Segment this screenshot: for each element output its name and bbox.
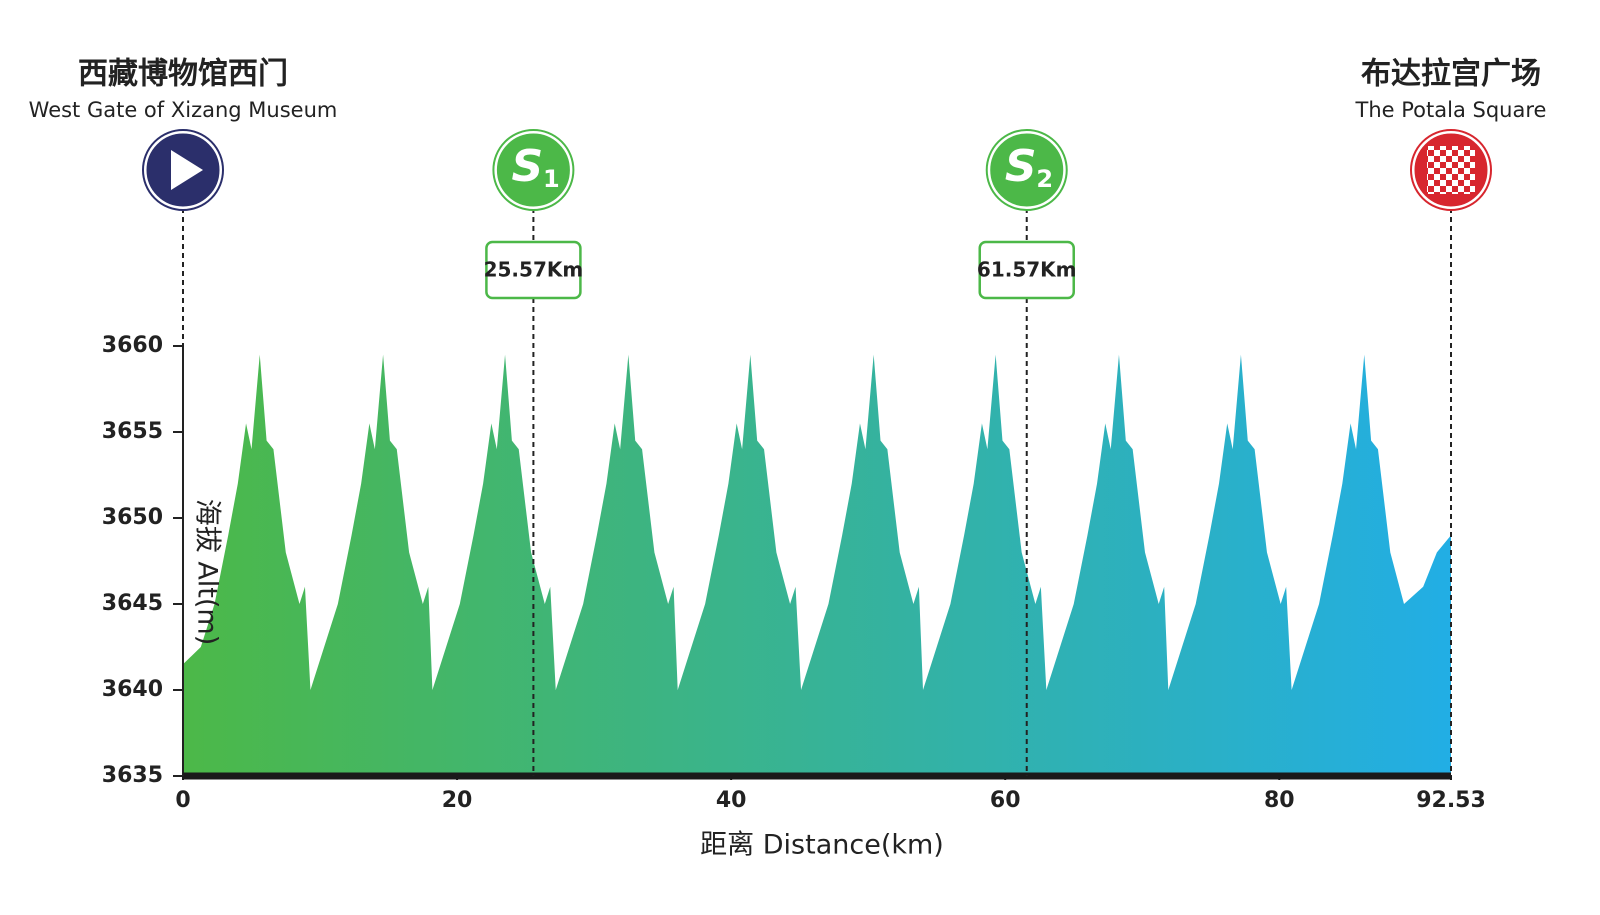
y-tick-label: 3640 (102, 677, 163, 702)
sprint-box (978, 240, 1075, 300)
x-axis-title: 距离 Distance(km) (700, 830, 944, 861)
start-ring (142, 129, 224, 211)
x-tick-label: 92.53 (1416, 788, 1486, 813)
sprint-icon (493, 130, 573, 210)
sprint-letter: S (1005, 141, 1037, 192)
sprint-km: 25.57Km (484, 258, 584, 282)
x-tick-label: 20 (442, 788, 473, 813)
sprint-ring (492, 129, 575, 211)
finish-name-zh: 布达拉宫广场 (1361, 57, 1541, 92)
x-tick-label: 60 (990, 788, 1021, 813)
finish-ring (1410, 129, 1492, 211)
start-name-zh: 西藏博物馆西门 (78, 57, 288, 92)
sprint-ring (985, 129, 1068, 211)
start-name-en: West Gate of Xizang Museum (29, 98, 338, 122)
y-tick-label: 3645 (102, 591, 163, 616)
y-tick-label: 3635 (102, 763, 163, 788)
sprint-box (485, 240, 582, 300)
sprint-letter: S (512, 141, 544, 192)
play-arrow (171, 150, 203, 190)
y-axis-title: 海拔 Alt(m) (192, 499, 223, 646)
sprint-number: 1 (543, 165, 560, 193)
checker (1427, 146, 1475, 194)
sprint-number: 2 (1036, 165, 1053, 193)
x-tick-label: 40 (716, 788, 747, 813)
sprint-icon (987, 130, 1067, 210)
x-tick-label: 80 (1264, 788, 1295, 813)
x-tick-label: 0 (175, 788, 190, 813)
y-tick-label: 3650 (102, 505, 163, 530)
sprint-km: 61.57Km (977, 258, 1077, 282)
finish-name-en: The Potala Square (1355, 98, 1547, 122)
y-tick-label: 3655 (102, 419, 163, 444)
y-tick-label: 3660 (102, 333, 163, 358)
elevation-area (183, 354, 1451, 776)
